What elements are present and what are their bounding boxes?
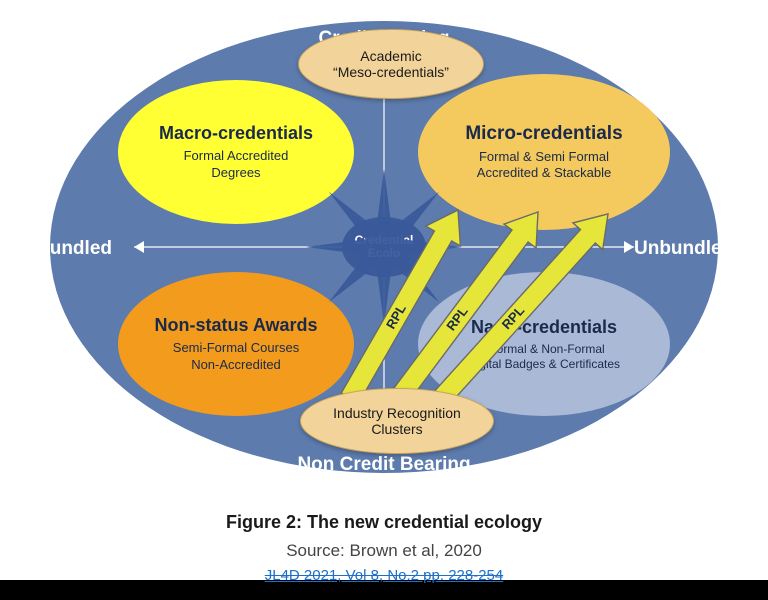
axis-label-bottom: Non Credit Bearing (0, 454, 768, 476)
axis-label-right: Unbundled (634, 238, 733, 260)
axis-label-left: Bundled (36, 238, 112, 260)
pill-industry: Industry RecognitionClusters (300, 388, 494, 454)
pill-academic: Academic“Meso-credentials” (298, 29, 484, 99)
pill-academic-label: Academic“Meso-credentials” (333, 48, 449, 80)
diagram-canvas: Macro-credentials Formal AccreditedDegre… (0, 0, 768, 600)
figure-citation: JL4D 2021, Vol 8, No.2 pp. 228-254 (0, 567, 768, 584)
pill-industry-label: Industry RecognitionClusters (333, 405, 461, 437)
